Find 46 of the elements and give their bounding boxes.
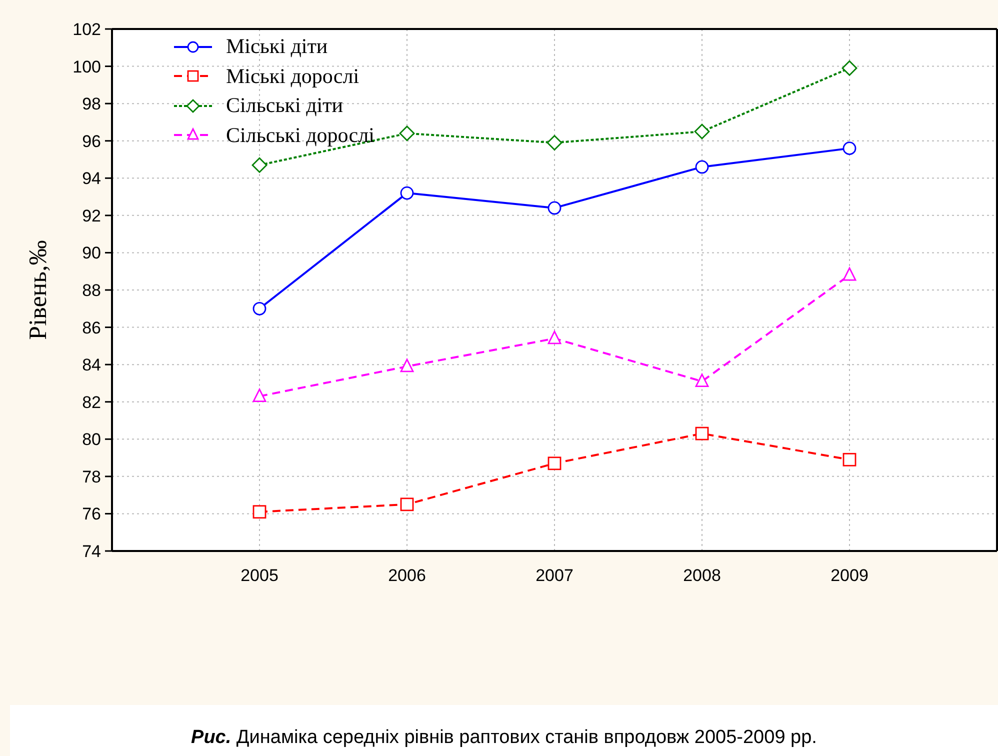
y-tick-label: 86 xyxy=(82,318,101,338)
y-tick-label: 94 xyxy=(82,169,101,188)
y-tick-label: 92 xyxy=(82,206,101,226)
point xyxy=(252,157,268,173)
point xyxy=(548,201,562,215)
point xyxy=(695,160,709,174)
y-tick-label: 82 xyxy=(82,392,101,412)
y-tick-label: 76 xyxy=(82,504,101,524)
point xyxy=(842,452,856,466)
y-tick-label: 90 xyxy=(82,244,101,263)
point xyxy=(400,186,414,200)
y-axis-title: Рівень,‰ xyxy=(24,240,52,340)
legend-label: Сільські дорослі xyxy=(226,122,374,148)
x-tick-label: 2007 xyxy=(536,566,574,586)
point xyxy=(694,124,710,140)
y-tick-label: 96 xyxy=(82,132,101,151)
y-tick-label: 80 xyxy=(82,430,101,450)
point xyxy=(695,374,709,388)
point xyxy=(399,126,415,142)
point xyxy=(400,498,414,512)
point xyxy=(842,142,856,156)
x-tick-label: 2006 xyxy=(388,566,426,586)
point xyxy=(842,60,858,76)
legend-label: Міські дорослі xyxy=(226,64,360,89)
y-tick-label: 102 xyxy=(72,20,101,40)
point xyxy=(548,330,562,344)
point xyxy=(842,267,856,281)
y-tick-label: 78 xyxy=(82,467,101,486)
y-tick-label: 74 xyxy=(82,542,101,562)
point xyxy=(252,302,266,316)
legend-label: Сільські діти xyxy=(226,93,344,118)
point xyxy=(252,505,266,519)
point xyxy=(546,135,562,150)
y-tick-label: 100 xyxy=(72,57,101,76)
x-tick-label: 2005 xyxy=(240,566,278,586)
point xyxy=(252,388,266,402)
y-tick-label: 88 xyxy=(82,281,101,300)
point xyxy=(548,456,562,470)
y-tick-label: 84 xyxy=(82,356,101,375)
x-tick-label: 2008 xyxy=(683,566,721,586)
text: Рис. Динаміка середніх рівнів раптових станів впродовж 2005-2009 рр. xyxy=(190,727,818,749)
y-tick-label: 98 xyxy=(82,94,101,114)
point xyxy=(400,358,414,372)
legend-label: Міські діти xyxy=(226,34,328,60)
point xyxy=(695,426,709,440)
x-tick-label: 2009 xyxy=(830,566,868,586)
